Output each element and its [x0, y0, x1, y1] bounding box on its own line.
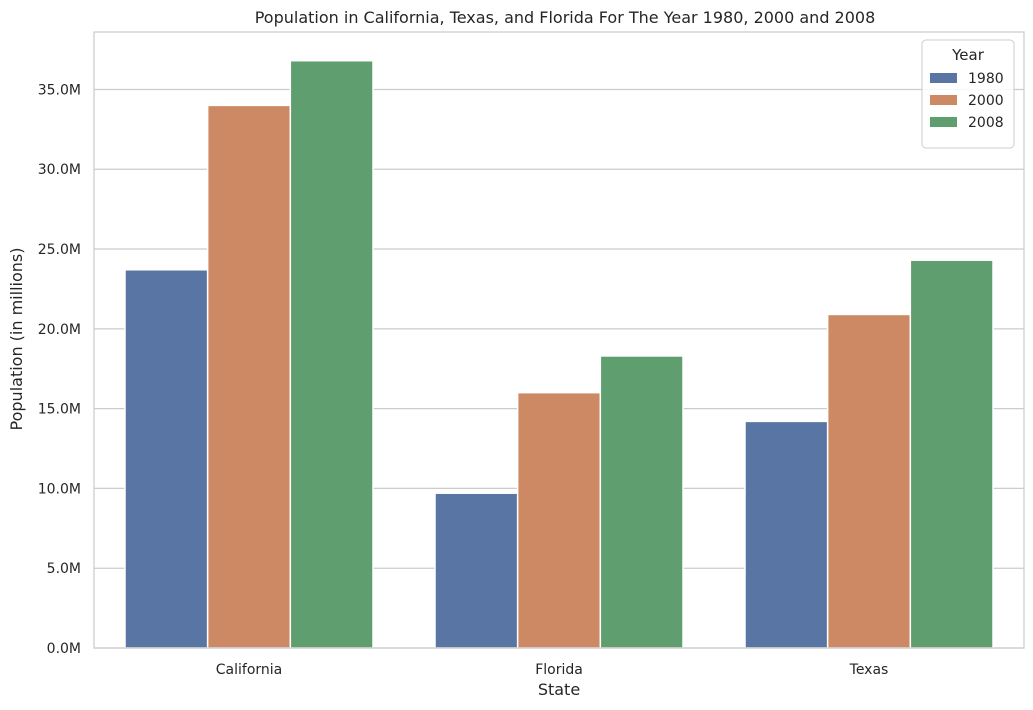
y-axis-title: Population (in millions) [7, 248, 26, 431]
y-tick-label: 30.0M [38, 162, 81, 178]
legend-swatch-1980 [930, 73, 957, 83]
x-tick-label: Texas [849, 662, 889, 678]
bars [124, 59, 994, 649]
bar-california-1980 [124, 269, 209, 649]
bar-california-2008 [289, 59, 374, 649]
x-tick-label: California [216, 662, 282, 678]
plot-frame [93, 31, 1025, 649]
legend-swatch-2008 [930, 117, 957, 127]
y-tick-label: 15.0M [38, 402, 81, 418]
bar-florida-2008 [599, 355, 684, 649]
legend-title: Year [951, 46, 985, 64]
y-tick-label: 35.0M [38, 82, 81, 98]
y-tick-label: 0.0M [47, 641, 81, 657]
bar-california-2000 [206, 104, 292, 649]
bar-texas-2000 [826, 313, 912, 649]
legend-label-2000: 2000 [968, 93, 1004, 109]
bar-texas-2008 [909, 259, 994, 649]
x-tick-label: Florida [535, 662, 583, 678]
legend: Year 1980 2000 2008 [921, 39, 1015, 149]
bar-florida-2000 [516, 391, 602, 649]
bar-texas-1980 [744, 420, 829, 649]
y-tick-label: 25.0M [38, 242, 81, 258]
legend-label-2008: 2008 [968, 115, 1004, 131]
y-axis-ticks: 0.0M 5.0M 10.0M 15.0M 20.0M 25.0M 30.0M 35.0M [38, 82, 81, 657]
x-axis-ticks: California Florida Texas [216, 662, 889, 678]
bar-florida-1980 [434, 492, 519, 649]
legend-label-1980: 1980 [968, 71, 1004, 87]
y-tick-label: 5.0M [47, 561, 81, 577]
x-axis-title: State [538, 680, 580, 699]
chart-title: Population in California, Texas, and Flo… [255, 8, 876, 27]
y-tick-label: 10.0M [38, 481, 81, 497]
legend-swatch-2000 [930, 95, 957, 105]
y-tick-label: 20.0M [38, 322, 81, 338]
